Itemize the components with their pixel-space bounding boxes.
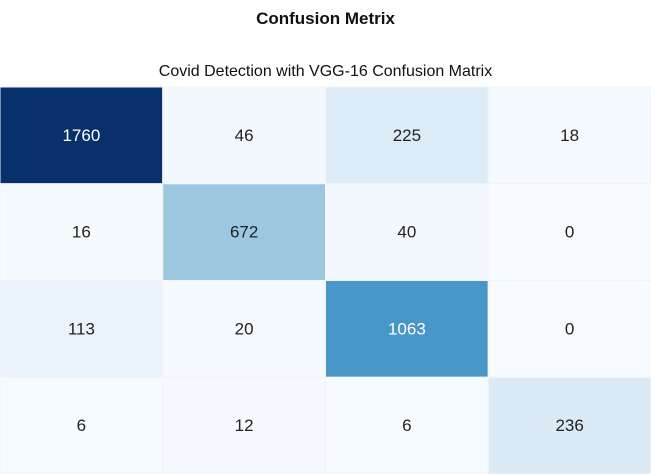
- cell-value-label-r2-c0: 113: [68, 319, 95, 338]
- heatmap-cell-r3-c3: [487, 376, 651, 474]
- heatmap-cell-r1-c1: [162, 183, 326, 281]
- cell-value-label-r3-c2: 6: [402, 416, 411, 435]
- heatmap-cell-r2-c2: [325, 280, 489, 378]
- cell-value-label-r0-c0: 1760: [62, 126, 100, 145]
- cell-value-label-r0-c3: 18: [560, 126, 579, 145]
- chart-title: Covid Detection with VGG-16 Confusion Ma…: [158, 63, 493, 80]
- heatmap-cell-r0-c1: [162, 86, 326, 185]
- heatmap-cell-r2-c3: [487, 280, 651, 378]
- heatmap-cell-r3-c2: [325, 376, 489, 474]
- cell-value-label-r3-c3: 236: [555, 416, 583, 435]
- heatmap-cell-r0-c3: [487, 86, 651, 185]
- heatmap-cell-r0-c2: [325, 86, 489, 185]
- heatmap-cell-r1-c2: [325, 183, 489, 281]
- cell-value-label-r2-c3: 0: [565, 319, 574, 338]
- cell-value-label-r1-c0: 16: [72, 223, 91, 242]
- heatmap-cell-r0-c0: [0, 86, 164, 185]
- cell-value-label-r0-c2: 225: [393, 126, 421, 145]
- cell-value-label-r3-c1: 12: [235, 416, 254, 435]
- cell-value-label-r1-c1: 672: [230, 223, 258, 242]
- cell-value-label-r0-c1: 46: [235, 126, 254, 145]
- figure-heading: Confusion Metrix: [256, 9, 395, 28]
- cell-value-label-r3-c0: 6: [77, 416, 86, 435]
- heatmap-cell-r3-c0: [0, 376, 164, 474]
- cell-value-label-r1-c3: 0: [565, 223, 574, 242]
- cell-value-label-r2-c2: 1063: [388, 319, 426, 338]
- heatmap-cell-r3-c1: [162, 376, 326, 474]
- heatmap-cell-r2-c0: [0, 280, 164, 378]
- cell-value-label-r1-c2: 40: [397, 223, 416, 242]
- cell-value-label-r2-c1: 20: [235, 319, 254, 338]
